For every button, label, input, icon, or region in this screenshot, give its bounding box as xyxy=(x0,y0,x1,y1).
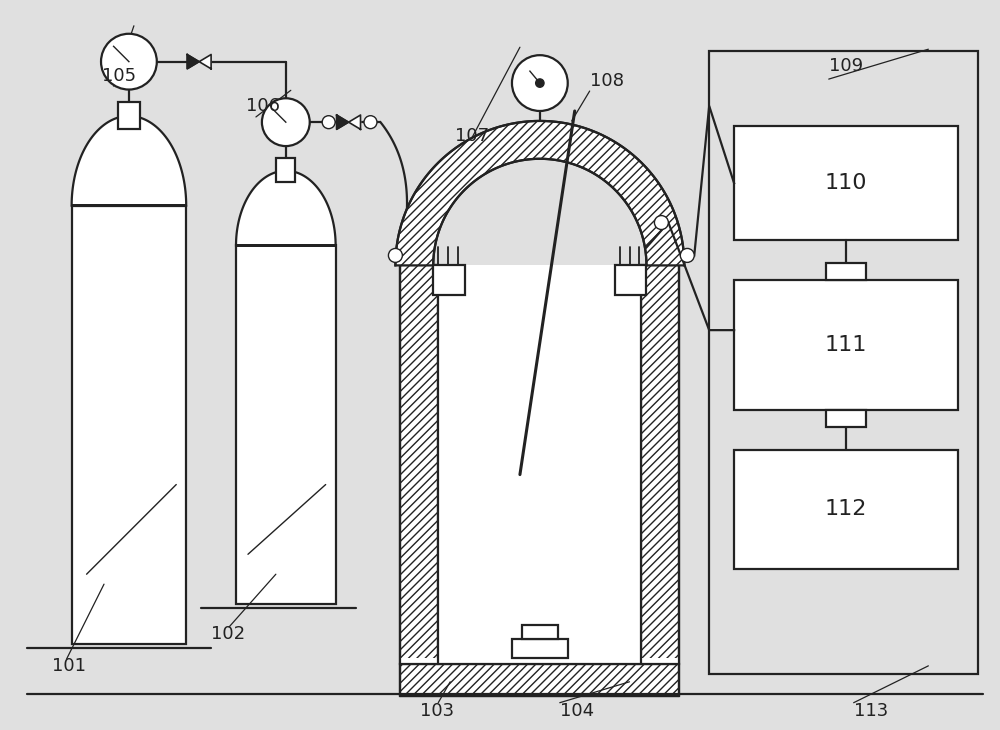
Circle shape xyxy=(388,248,402,262)
Text: 109: 109 xyxy=(829,57,863,75)
Circle shape xyxy=(101,34,157,90)
Text: 104: 104 xyxy=(560,702,594,720)
Text: 101: 101 xyxy=(52,657,86,675)
Polygon shape xyxy=(236,171,336,245)
Text: 108: 108 xyxy=(590,72,624,90)
Polygon shape xyxy=(199,55,211,69)
Circle shape xyxy=(680,248,694,262)
Circle shape xyxy=(536,79,544,88)
Circle shape xyxy=(512,55,568,111)
Bar xyxy=(438,266,641,664)
Bar xyxy=(400,664,679,696)
Bar xyxy=(433,266,465,295)
Bar xyxy=(276,158,295,182)
Bar xyxy=(400,266,438,664)
Polygon shape xyxy=(395,121,684,266)
Text: 105: 105 xyxy=(102,67,136,85)
Bar xyxy=(118,101,140,129)
Text: 113: 113 xyxy=(854,702,888,720)
Bar xyxy=(236,245,336,604)
Circle shape xyxy=(262,99,310,146)
Text: 112: 112 xyxy=(825,499,867,520)
Polygon shape xyxy=(337,115,349,129)
Bar xyxy=(826,264,866,280)
Bar xyxy=(72,206,186,644)
Polygon shape xyxy=(349,115,361,129)
Polygon shape xyxy=(187,55,199,69)
Bar xyxy=(709,51,978,674)
Polygon shape xyxy=(72,116,186,206)
Bar xyxy=(641,266,679,664)
Text: 106: 106 xyxy=(246,97,280,115)
Bar xyxy=(734,126,958,240)
Text: 110: 110 xyxy=(825,173,867,193)
Bar xyxy=(615,266,646,295)
Bar xyxy=(734,280,958,410)
Text: 102: 102 xyxy=(211,625,245,643)
Bar xyxy=(826,410,866,427)
Text: 111: 111 xyxy=(825,335,867,355)
Bar xyxy=(400,658,679,664)
Text: 103: 103 xyxy=(420,702,454,720)
Text: 107: 107 xyxy=(455,127,489,145)
Bar xyxy=(522,625,558,639)
Bar xyxy=(512,639,568,658)
Circle shape xyxy=(654,215,668,229)
Circle shape xyxy=(322,115,335,128)
Circle shape xyxy=(364,115,377,128)
Bar xyxy=(734,450,958,569)
